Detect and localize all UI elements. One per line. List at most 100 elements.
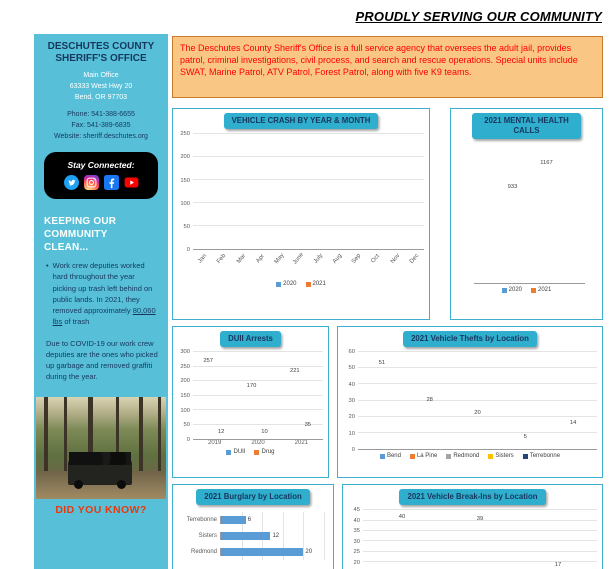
bar-column: 10 (258, 352, 271, 439)
work-crew-note-text: Work crew deputies worked hard throughou… (52, 261, 156, 327)
legend-item: Redmond (446, 453, 479, 459)
bar-row: Terrebonne 6 (180, 512, 325, 529)
chart-body: 933 1167 2020 2021 (451, 141, 602, 295)
bar-group (270, 134, 289, 249)
photo-tree (88, 396, 93, 473)
y-tick-label: 45 (353, 507, 360, 514)
gridline (363, 509, 597, 511)
instagram-icon[interactable] (83, 175, 99, 191)
bar-column (203, 134, 208, 249)
bar-column (376, 134, 381, 249)
gridline (193, 133, 424, 135)
org-name: DESCHUTES COUNTY SHERIFF'S OFFICE (34, 41, 168, 65)
bar-column: 40 (391, 510, 413, 569)
y-axis: 0 50 100 150 200 250 300 (178, 349, 193, 443)
data-label: 221 (289, 368, 300, 375)
bar-column (241, 134, 246, 249)
gridline (303, 528, 305, 545)
legend-item: 2021 (531, 287, 551, 293)
y-tick-label: 200 (180, 378, 190, 385)
bar-column: 933 (500, 144, 526, 283)
y-tick-label: 50 (183, 223, 190, 230)
website-link[interactable]: Website: sheriff.deschutes.org (54, 132, 148, 140)
y-axis (456, 144, 462, 284)
photo-wheel (117, 479, 126, 489)
legend-item: 2020 (276, 281, 297, 287)
bar-group (232, 134, 251, 249)
chart-body: Terrebonne 6 Sisters 12 Redmond 20 (173, 507, 333, 566)
data-label: 14 (569, 419, 577, 426)
bar (221, 548, 304, 557)
y-tick-label: 60 (348, 349, 355, 356)
chart-vehicle-thefts: 2021 Vehicle Thefts by Location 0 10 20 30 4… (337, 326, 603, 478)
y-tick-label: 100 (180, 407, 190, 414)
work-crew-photo (36, 396, 166, 499)
legend-swatch (488, 453, 494, 459)
chart-title-burglary: 2021 Burglary by Location (196, 489, 310, 506)
legend-swatch (522, 453, 528, 459)
x-axis-label: 2019 (207, 440, 222, 447)
bar-column: 221 (288, 352, 301, 439)
stay-connected-label: Stay Connected: (67, 160, 135, 171)
bar-track: 12 (220, 528, 325, 545)
bar-row: Sisters 12 (180, 528, 325, 545)
bar-group (193, 134, 212, 249)
bar-group: 5 (501, 352, 549, 449)
bar-groups (193, 134, 424, 249)
legend-item: Drug (254, 449, 275, 455)
youtube-icon[interactable] (124, 175, 139, 190)
bar-column (337, 134, 342, 249)
y-tick-label: 40 (348, 381, 355, 388)
facebook-icon[interactable] (103, 175, 119, 191)
bar-column: 28 (419, 352, 441, 449)
y-tick-label: 20 (348, 414, 355, 421)
y-axis: 051015202530354045 (348, 507, 363, 569)
gridline (324, 512, 325, 529)
twitter-icon[interactable] (63, 175, 79, 191)
bar-column (222, 134, 227, 249)
bar-group (289, 134, 308, 249)
plot-area: 0 10 20 30 40 50 60 51 28 20 5 14 (343, 349, 597, 453)
bar-group: 933 1167 (474, 144, 585, 283)
gridline (324, 528, 325, 545)
chart-duii-arrests: DUII Arrests 0 50 100 150 200 250 300 257 12 170 1… (172, 326, 329, 478)
gridline (324, 544, 325, 561)
y-tick-label: 10 (348, 430, 355, 437)
plot: 51 28 20 5 14 (358, 351, 597, 451)
y-tick-label: 150 (180, 177, 190, 184)
sidebar: DESCHUTES COUNTY SHERIFF'S OFFICE Main O… (34, 34, 168, 569)
data-label: 257 (203, 357, 213, 364)
y-tick-label: 25 (353, 549, 360, 556)
bar-column (414, 134, 419, 249)
category-label: Sisters (198, 533, 217, 540)
data-label: 39 (476, 515, 484, 522)
plot (193, 133, 424, 251)
bar-column (395, 134, 400, 249)
gridline (363, 550, 597, 552)
contact-info: Phone: 541-388-6655 Fax: 541-389-6835 We… (34, 109, 168, 143)
chart-title-vehicle-thefts: 2021 Vehicle Thefts by Location (403, 331, 537, 348)
chart-legend: 2020 2021 (456, 287, 597, 293)
y-tick-label: 35 (353, 528, 360, 535)
gridline (363, 519, 597, 521)
bar-column: 1167 (534, 144, 560, 283)
legend-swatch (379, 453, 385, 459)
bar-column (318, 134, 323, 249)
charts-row-1: VEHICLE CRASH BY YEAR & MONTH 0 50 100 150 2… (172, 108, 603, 320)
gridline (358, 431, 597, 433)
bar-group (386, 134, 405, 249)
legend-item: Sisters (488, 453, 514, 459)
chart-title-duii: DUII Arrests (220, 331, 281, 348)
bar-column (260, 134, 265, 249)
gridline (363, 540, 597, 542)
legend-swatch (446, 453, 452, 459)
phone-number: Phone: 541-388-6655 (67, 110, 135, 118)
legend-item: La Pine (409, 453, 437, 459)
legend-item: 2020 (501, 287, 522, 293)
bar-group: 170 10 (236, 352, 279, 439)
photo-trash-trailer (68, 451, 132, 489)
photo-tree (116, 396, 119, 473)
bar (221, 516, 246, 525)
bar-column: 5 (514, 352, 536, 449)
address-line: Bend, OR 97703 (74, 94, 128, 102)
